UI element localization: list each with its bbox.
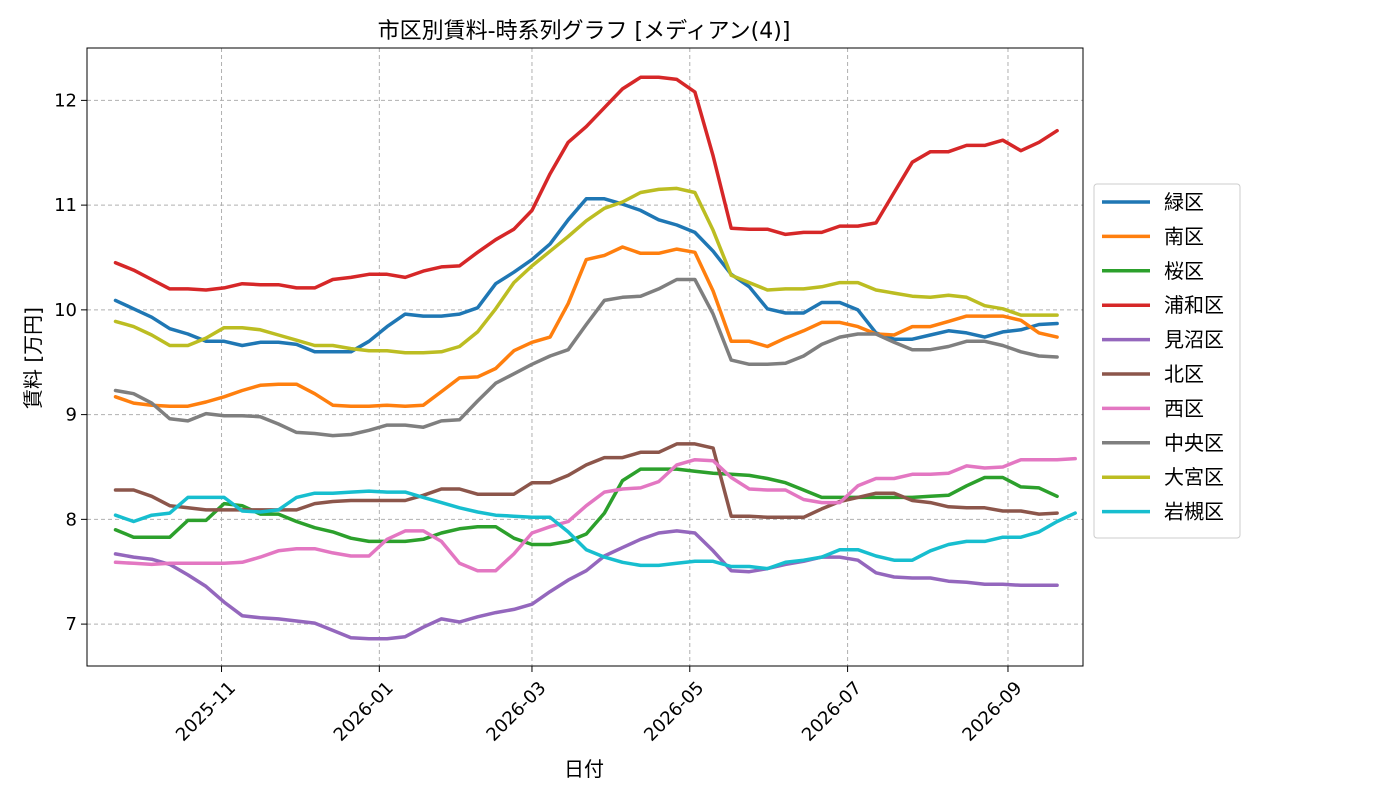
x-tick-label: 2026-07 bbox=[798, 678, 866, 746]
chart-title: 市区別賃料-時系列グラフ [メディアン(4)] bbox=[378, 19, 791, 44]
x-tick-label: 2026-09 bbox=[958, 678, 1026, 746]
legend-label: 桜区 bbox=[1164, 259, 1204, 283]
y-tick-label: 11 bbox=[54, 195, 77, 216]
legend-label: 岩槻区 bbox=[1164, 500, 1224, 524]
legend-label: 大宮区 bbox=[1164, 465, 1224, 489]
y-tick-label: 12 bbox=[54, 90, 77, 111]
legend-label: 西区 bbox=[1164, 396, 1204, 420]
series-line-8 bbox=[113, 186, 1059, 355]
series-line-1 bbox=[113, 245, 1059, 408]
grid bbox=[87, 48, 1083, 666]
legend-label: 緑区 bbox=[1164, 190, 1204, 214]
x-axis: 2025-11 2026-01 2026-03 2026-05 2026-07 2026-… bbox=[172, 666, 1026, 746]
y-tick-label: 9 bbox=[66, 405, 77, 426]
series-line-4 bbox=[113, 529, 1059, 641]
y-tick-label: 8 bbox=[66, 509, 77, 530]
legend-label: 北区 bbox=[1164, 362, 1204, 386]
series-line-3 bbox=[113, 75, 1059, 292]
plot-area bbox=[86, 47, 1084, 667]
legend-label: 中央区 bbox=[1164, 431, 1224, 455]
legend-label: 南区 bbox=[1164, 224, 1204, 248]
legend-label: 浦和区 bbox=[1164, 293, 1224, 317]
series-line-7 bbox=[113, 277, 1059, 438]
y-axis-label: 賃料 [万円] bbox=[21, 307, 45, 409]
y-axis: 7 8 9 10 11 12 bbox=[54, 90, 87, 635]
legend-label: 見沼区 bbox=[1164, 328, 1224, 352]
series-line-9 bbox=[113, 489, 1077, 571]
x-tick-label: 2026-03 bbox=[482, 678, 550, 746]
series-lines bbox=[113, 75, 1077, 641]
y-tick-label: 10 bbox=[54, 300, 77, 321]
x-axis-label: 日付 bbox=[564, 757, 604, 781]
x-tick-label: 2026-01 bbox=[330, 678, 398, 746]
series-line-0 bbox=[113, 197, 1059, 354]
y-tick-label: 7 bbox=[66, 614, 77, 635]
series-line-6 bbox=[113, 456, 1077, 573]
x-tick-label: 2026-05 bbox=[640, 678, 708, 746]
x-tick-label: 2025-11 bbox=[172, 678, 240, 746]
